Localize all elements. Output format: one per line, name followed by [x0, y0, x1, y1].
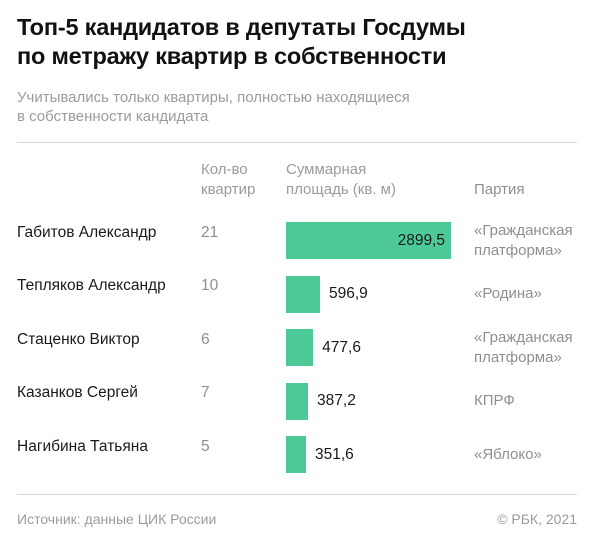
area-bar — [286, 275, 320, 313]
party-label: КПРФ — [474, 391, 584, 411]
subtitle-line-2: в собственности кандидата — [17, 108, 209, 125]
title-line-1: Топ-5 кандидатов в депутаты Госдумы — [17, 14, 466, 40]
area-value-label: 387,2 — [317, 392, 356, 409]
top-divider — [17, 142, 577, 143]
bottom-divider — [17, 494, 577, 495]
apartment-count: 5 — [201, 437, 210, 455]
chart-row: Тепляков Александр 10 596,9 «Родина» — [0, 268, 590, 322]
area-bar — [286, 382, 309, 420]
candidate-name: Стаценко Виктор — [17, 330, 140, 348]
apartment-count: 7 — [201, 384, 210, 401]
count-column-header: Кол-во квартир — [201, 160, 255, 200]
candidate-name: Габитов Александр — [17, 223, 157, 241]
copyright-note: © РБК, 2021 — [497, 511, 577, 527]
area-value-label: 2899,5 — [397, 231, 445, 249]
area-column-header: Суммарная площадь (кв. м) — [286, 160, 396, 200]
chart-title: Топ-5 кандидатов в депутаты Госдумы по м… — [17, 13, 577, 71]
apartment-count: 6 — [201, 330, 210, 348]
area-header-line-1: Суммарная — [286, 161, 367, 178]
area-bar — [286, 436, 306, 473]
party-label-line: КПРФ — [474, 392, 515, 409]
party-label: «Яблоко» — [474, 445, 584, 465]
chart-subtitle: Учитывались только квартиры, полностью н… — [17, 88, 577, 126]
area-bar — [286, 329, 314, 366]
party-label-line: платформа» — [474, 348, 562, 366]
party-label: «Родина» — [474, 284, 584, 304]
area-value-label: 596,9 — [328, 285, 368, 302]
party-column-header: Партия — [474, 181, 525, 198]
area-bar — [286, 222, 451, 259]
party-label-line: платформа» — [474, 241, 562, 259]
area-value-label: 477,6 — [322, 338, 361, 356]
area-value-label: 351,6 — [315, 445, 354, 463]
party-label-line: «Гражданская — [474, 221, 573, 239]
count-header-line-1: Кол-во — [201, 161, 248, 178]
chart-row: Казанков Сергей 7 387,2 КПРФ — [0, 375, 590, 429]
chart-row: Нагибина Татьяна 5 351,6 «Яблоко» — [0, 428, 590, 482]
title-line-2: по метражу квартир в собственности — [17, 43, 447, 69]
party-label-line: «Яблоко» — [474, 445, 542, 463]
candidate-name: Нагибина Татьяна — [17, 437, 148, 455]
apartment-count: 21 — [201, 223, 219, 241]
party-label-line: «Гражданская — [474, 328, 573, 346]
party-label: «Гражданская платформа» — [474, 328, 584, 368]
area-header-line-2: площадь (кв. м) — [286, 181, 396, 198]
chart-row: Стаценко Виктор 6 477,6 «Гражданская платфор… — [0, 321, 590, 375]
candidate-name: Тепляков Александр — [17, 277, 166, 294]
party-label: «Гражданская платформа» — [474, 221, 584, 261]
apartment-count: 10 — [201, 277, 219, 294]
subtitle-line-1: Учитывались только квартиры, полностью н… — [17, 89, 410, 106]
source-note: Источник: данные ЦИК России — [17, 511, 217, 527]
party-label-line: «Родина» — [474, 285, 542, 302]
count-header-line-2: квартир — [201, 181, 256, 198]
candidate-name: Казанков Сергей — [17, 384, 138, 401]
chart-row: Габитов Александр 21 2899,5 «Гражданская пла… — [0, 214, 590, 268]
